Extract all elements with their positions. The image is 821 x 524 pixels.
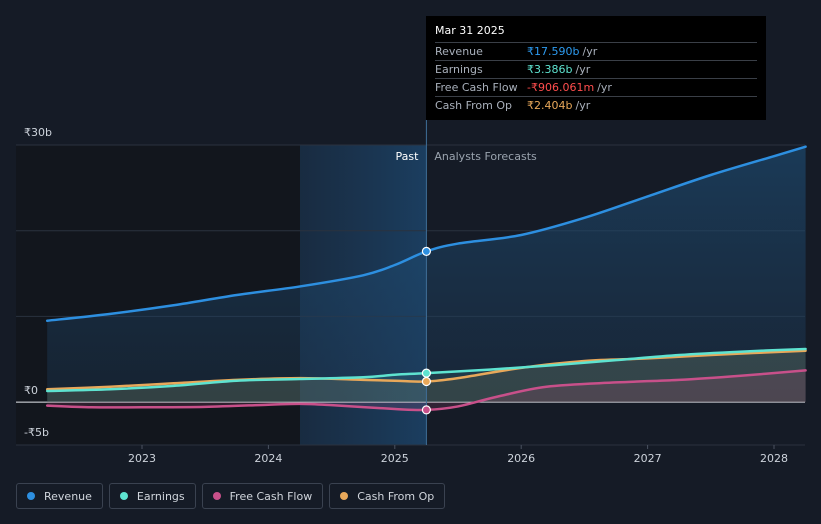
tooltip-row-earnings: Earnings ₹3.386b /yr — [435, 60, 757, 78]
tooltip-unit: /yr — [582, 45, 598, 58]
tooltip-value: ₹17.590b — [527, 45, 580, 58]
tooltip-date: Mar 31 2025 — [435, 24, 505, 37]
legend-item-free-cash-flow[interactable]: Free Cash Flow — [201, 483, 324, 509]
tooltip-value: -₹906.061m — [527, 81, 595, 94]
tooltip-unit: /yr — [597, 81, 612, 94]
legend-dot-icon — [212, 492, 221, 500]
x-tick-label: 2028 — [760, 452, 788, 465]
earnings-line — [45, 347, 807, 393]
y-tick-label: -₹5b — [24, 426, 49, 439]
tooltip-label: Cash From Op — [435, 99, 513, 112]
tooltip-unit: /yr — [575, 63, 591, 76]
tooltip-value: ₹2.404b — [527, 99, 573, 112]
legend-label: Free Cash Flow — [229, 489, 313, 503]
tooltip-unit: /yr — [575, 99, 591, 112]
x-tick-label: 2026 — [507, 452, 535, 465]
tooltip-row-revenue: Revenue ₹17.590b /yr — [435, 42, 757, 60]
tooltip: Mar 31 2025 Revenue ₹17.590b /yr Earning… — [426, 16, 766, 120]
legend-item-earnings[interactable]: Earnings — [108, 483, 196, 509]
x-tick-label: 2027 — [634, 452, 662, 465]
x-axis-labels: 2023 2024 2025 2026 2027 2028 — [128, 445, 788, 465]
tooltip-value: ₹3.386b — [527, 63, 573, 76]
tooltip-row-cash-from-op: Cash From Op ₹2.404b /yr — [435, 96, 757, 114]
x-tick-label: 2023 — [128, 452, 156, 465]
tooltip-row-free-cash-flow: Free Cash Flow -₹906.061m /yr — [435, 78, 757, 96]
cash-from-op-marker — [421, 376, 431, 387]
cash-from-op-area — [47, 350, 806, 403]
free-cash-flow-line — [45, 369, 807, 412]
hover-markers — [421, 246, 431, 415]
past-label: Past — [395, 150, 419, 163]
legend-label: Earnings — [136, 489, 185, 503]
earnings-marker — [421, 368, 431, 378]
tooltip-label: Revenue — [435, 45, 483, 58]
revenue-marker — [421, 246, 431, 256]
forecast-label: Analysts Forecasts — [434, 150, 537, 163]
x-tick-label: 2024 — [254, 452, 282, 465]
free-cash-flow-area — [47, 370, 806, 411]
tooltip-label: Earnings — [435, 63, 483, 76]
legend-dot-icon — [119, 492, 128, 500]
legend: Revenue Earnings Free Cash Flow Cash Fro… — [16, 483, 446, 509]
y-axis-labels: ₹30b ₹0 -₹5b — [24, 126, 52, 439]
legend-dot-icon — [340, 492, 349, 500]
free-cash-flow-marker — [421, 405, 431, 415]
tooltip-label: Free Cash Flow — [435, 81, 518, 94]
series-lines — [45, 145, 807, 412]
legend-label: Revenue — [44, 489, 92, 503]
legend-item-cash-from-op[interactable]: Cash From Op — [329, 483, 446, 509]
y-tick-label: ₹0 — [24, 384, 38, 397]
x-tick-label: 2025 — [381, 452, 409, 465]
legend-dot-icon — [27, 492, 35, 500]
legend-label: Cash From Op — [357, 489, 435, 503]
y-tick-label: ₹30b — [24, 126, 52, 139]
legend-item-revenue[interactable]: Revenue — [16, 483, 103, 509]
